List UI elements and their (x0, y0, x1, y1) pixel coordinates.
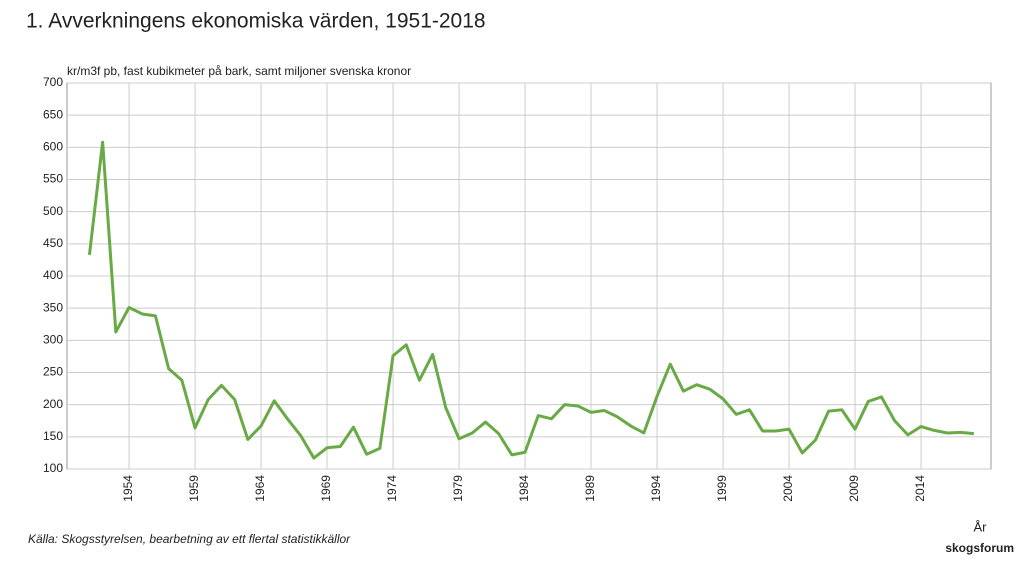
watermark: skogsforum (945, 541, 1014, 555)
x-tick-label: 2014 (913, 475, 927, 502)
y-tick-label: 150 (43, 429, 63, 443)
y-tick-label: 250 (43, 365, 63, 379)
x-tick-label: 1969 (319, 475, 333, 502)
y-tick-label: 600 (43, 140, 63, 154)
x-tick-label: 1974 (385, 475, 399, 502)
y-tick-label: 350 (43, 300, 63, 314)
x-tick-label: 1999 (715, 475, 729, 502)
y-tick-label: 500 (43, 204, 63, 218)
x-axis-label: År (974, 519, 988, 534)
y-axis-label: kr/m3f pb, fast kubikmeter på bark, samt… (67, 64, 411, 78)
x-tick-label: 1984 (517, 475, 531, 502)
data-line (87, 140, 974, 460)
y-tick-label: 100 (43, 461, 63, 475)
y-tick-label: 650 (43, 107, 63, 121)
chart-title: 1. Avverkningens ekonomiska värden, 1951… (26, 10, 486, 33)
y-tick-label: 450 (43, 236, 63, 250)
y-tick-label: 200 (43, 397, 63, 411)
x-tick-label: 1954 (121, 475, 135, 502)
x-tick-label: 2004 (781, 475, 795, 502)
y-tick-label: 700 (43, 75, 63, 89)
x-tick-label: 2009 (847, 475, 861, 502)
x-tick-label: 1989 (583, 475, 597, 502)
x-tick-label: 1964 (253, 475, 267, 502)
y-tick-label: 400 (43, 268, 63, 282)
x-tick-label: 1979 (451, 475, 465, 502)
x-tick-label: 1959 (187, 475, 201, 502)
x-tick-label: 1994 (649, 475, 663, 502)
y-tick-label: 550 (43, 172, 63, 186)
source-note: Källa: Skogsstyrelsen, bearbetning av et… (28, 532, 351, 546)
y-tick-label: 300 (43, 333, 63, 347)
